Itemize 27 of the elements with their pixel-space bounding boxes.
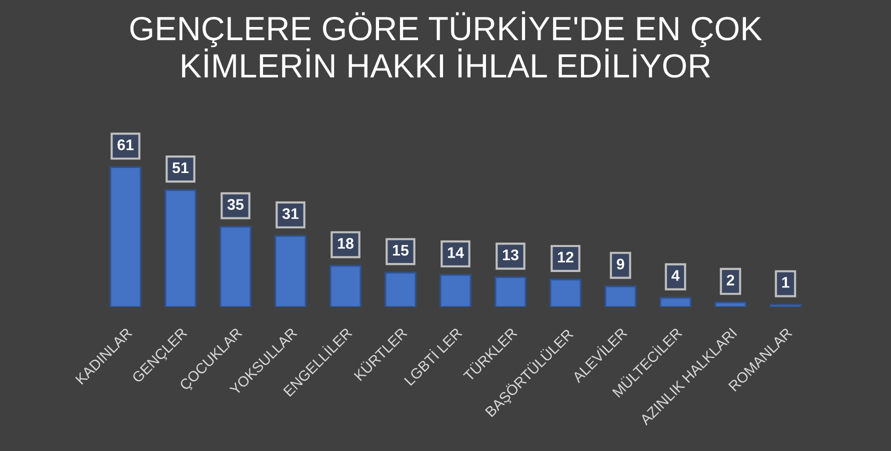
data-label: 31: [282, 208, 299, 220]
bar: [714, 302, 746, 307]
data-label: 61: [118, 139, 134, 150]
bar: [220, 226, 252, 307]
data-label: 12: [558, 252, 574, 262]
data-label: 18: [338, 238, 354, 249]
data-label: 4: [671, 270, 680, 281]
data-label: 51: [172, 162, 189, 174]
bar: [274, 235, 306, 307]
data-label: 14: [448, 247, 464, 258]
data-label: 15: [392, 245, 409, 256]
bar: [164, 189, 196, 307]
data-label: 2: [726, 274, 734, 286]
bar: [440, 274, 472, 307]
bar: [550, 278, 582, 307]
bar: [770, 304, 802, 307]
chart-title: GENÇLERE GÖRE TÜRKİYE'DE EN ÇOK KİMLERİN HAKKI İHLAL EDİLİYOR: [130, 11, 762, 78]
bar: [110, 166, 142, 307]
bar: [494, 276, 526, 307]
bar: [604, 286, 636, 307]
data-label: 13: [502, 249, 518, 260]
data-label: 1: [782, 277, 790, 288]
bar: [660, 296, 692, 307]
data-label: 35: [227, 199, 244, 210]
data-label: 9: [616, 258, 624, 270]
bar: [384, 272, 416, 307]
bar: [330, 264, 362, 307]
